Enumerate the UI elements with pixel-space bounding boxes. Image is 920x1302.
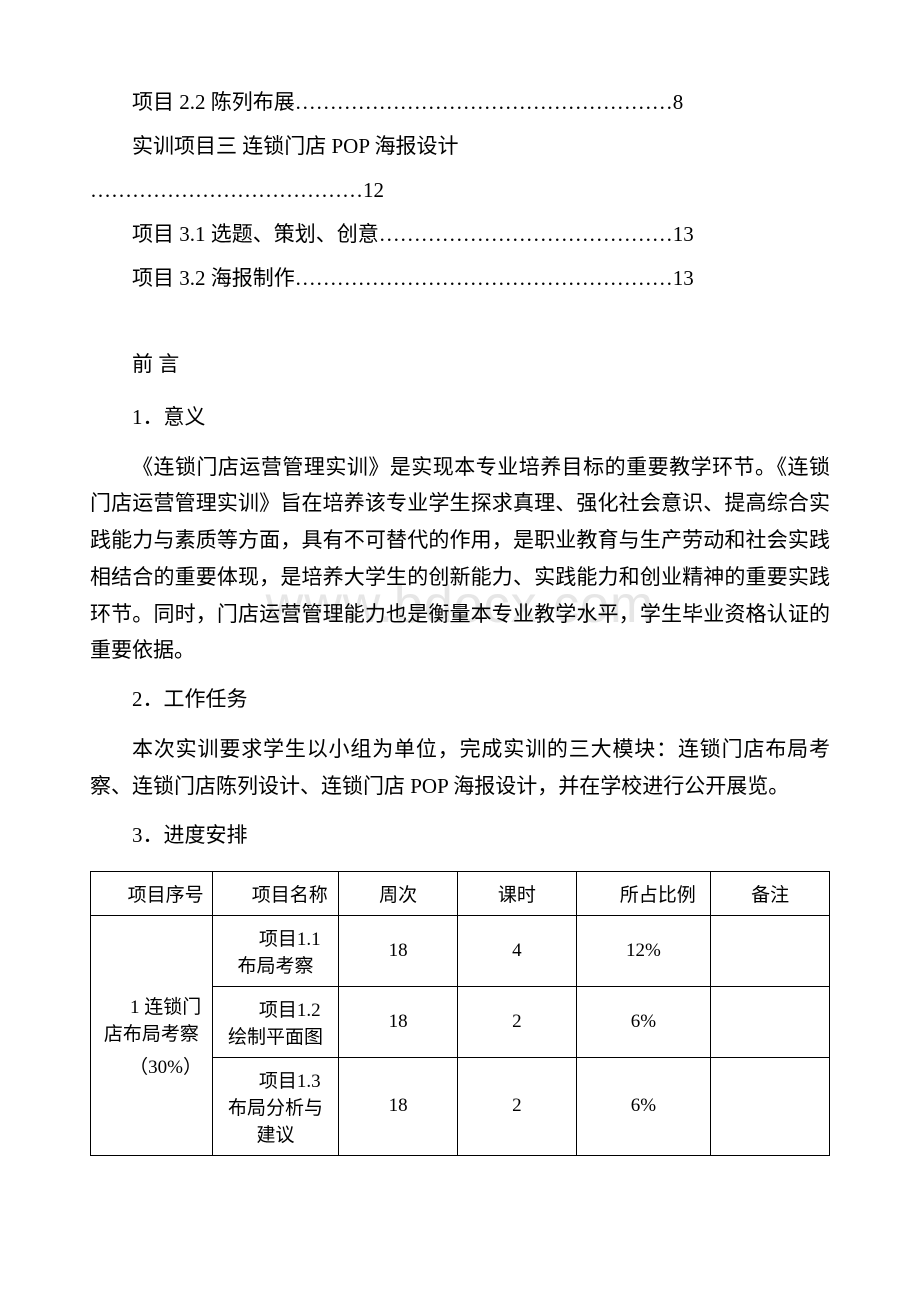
col-header-week: 周次 [339,871,458,915]
col-header-hours: 课时 [458,871,577,915]
table-row: 1 连锁门店布局考察 （30%） 项目1.1 布局考察 18 4 12% [91,915,830,986]
cell-note [711,915,830,986]
table-header-row: 项目序号 项目名称 周次 课时 所占比例 备注 [91,871,830,915]
cell-week: 18 [339,986,458,1057]
cell-note [711,986,830,1057]
cell-note [711,1057,830,1155]
toc-line-3-title: 实训项目三 连锁门店 POP 海报设计 [90,124,830,168]
page-content: 项目 2.2 陈列布展………………………………………………8 实训项目三 连锁门… [90,80,830,1156]
cell-name: 项目1.3 布局分析与建议 [212,1057,339,1155]
schedule-table: 项目序号 项目名称 周次 课时 所占比例 备注 1 连锁门店布局考察 （30%）… [90,871,830,1156]
section-2-body: 本次实训要求学生以小组为单位，完成实训的三大模块：连锁门店布局考察、连锁门店陈列… [90,731,830,805]
cell-name: 项目1.2 绘制平面图 [212,986,339,1057]
spacer [90,300,830,324]
section-3-title: 3．进度安排 [90,813,830,857]
col-header-pct: 所占比例 [576,871,711,915]
group-label-line1: 1 连锁门店布局考察 [97,992,206,1046]
cell-hours: 2 [458,986,577,1057]
col-header-index: 项目序号 [91,871,213,915]
cell-week: 18 [339,1057,458,1155]
cell-pct: 6% [576,986,711,1057]
toc-line-3-page: …………………………………12 [90,168,830,212]
cell-hours: 2 [458,1057,577,1155]
preface-title: 前 言 [90,342,830,386]
group-cell: 1 连锁门店布局考察 （30%） [91,915,213,1155]
cell-hours: 4 [458,915,577,986]
col-header-note: 备注 [711,871,830,915]
toc-line-3-2: 项目 3.2 海报制作………………………………………………13 [90,256,830,300]
group-label-line2: （30%） [97,1052,206,1079]
cell-week: 18 [339,915,458,986]
section-1-body: 《连锁门店运营管理实训》是实现本专业培养目标的重要教学环节。《连锁门店运营管理实… [90,449,830,670]
toc-line-2-2: 项目 2.2 陈列布展………………………………………………8 [90,80,830,124]
cell-name: 项目1.1 布局考察 [212,915,339,986]
cell-pct: 6% [576,1057,711,1155]
section-2-title: 2．工作任务 [90,677,830,721]
section-1-title: 1．意义 [90,395,830,439]
toc-line-3-1: 项目 3.1 选题、策划、创意……………………………………13 [90,212,830,256]
col-header-name: 项目名称 [212,871,339,915]
cell-pct: 12% [576,915,711,986]
